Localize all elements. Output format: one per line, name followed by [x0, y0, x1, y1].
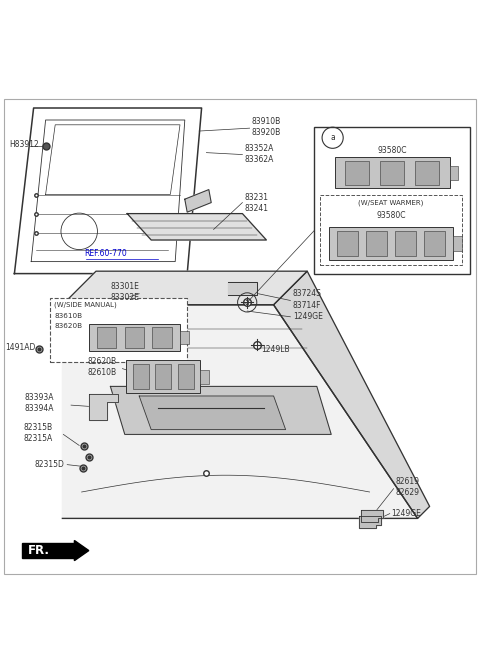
Bar [180, 331, 189, 343]
Polygon shape [74, 540, 89, 560]
Text: 83231
83241: 83231 83241 [245, 192, 269, 212]
Polygon shape [62, 271, 307, 305]
Text: 82315D: 82315D [35, 460, 64, 469]
Text: 1249GE: 1249GE [293, 312, 323, 321]
Text: 82315B
82315A: 82315B 82315A [24, 423, 53, 443]
Bar [395, 230, 416, 256]
Polygon shape [139, 396, 286, 429]
Polygon shape [228, 282, 257, 295]
Bar [380, 161, 405, 185]
Polygon shape [22, 544, 74, 558]
Text: a: a [330, 133, 335, 142]
Bar [133, 364, 148, 389]
Text: 83393A
83394A: 83393A 83394A [25, 393, 54, 413]
Text: 82619
82629: 82619 82629 [396, 477, 420, 497]
Polygon shape [62, 305, 418, 518]
Text: (W/SEAT WARMER): (W/SEAT WARMER) [358, 199, 424, 206]
Text: 83910B
83920B: 83910B 83920B [252, 117, 281, 137]
Bar [453, 236, 462, 251]
Bar [424, 230, 445, 256]
Text: a: a [245, 298, 250, 307]
Text: FR.: FR. [28, 544, 50, 557]
Bar [97, 327, 117, 348]
Polygon shape [185, 190, 211, 212]
Bar [336, 230, 358, 256]
Text: 83724S
83714F: 83724S 83714F [293, 290, 322, 310]
Text: 1249LB: 1249LB [262, 345, 290, 354]
Text: (W/SIDE MANUAL): (W/SIDE MANUAL) [54, 302, 117, 308]
Text: 83301E
83302E: 83301E 83302E [110, 282, 139, 302]
Polygon shape [127, 214, 266, 240]
Text: REF.60-770: REF.60-770 [84, 249, 127, 258]
Bar [335, 157, 450, 188]
Polygon shape [89, 394, 118, 421]
Text: 83620B: 83620B [54, 323, 83, 329]
Bar [345, 161, 370, 185]
Bar [156, 364, 171, 389]
Text: H83912: H83912 [10, 140, 39, 149]
Bar [126, 360, 200, 393]
Text: 83610B: 83610B [54, 313, 83, 319]
Bar [314, 127, 470, 274]
Bar [320, 196, 462, 265]
Text: 83352A
83362A: 83352A 83362A [245, 144, 274, 164]
Bar [125, 327, 144, 348]
Bar [178, 364, 193, 389]
Text: 82620B
82610B: 82620B 82610B [87, 357, 117, 377]
Text: 93580C: 93580C [376, 211, 406, 220]
Bar [152, 327, 172, 348]
Bar [366, 230, 387, 256]
Polygon shape [359, 516, 381, 528]
Bar [89, 323, 180, 351]
Bar [200, 370, 209, 384]
Polygon shape [361, 510, 383, 522]
Text: 1491AD: 1491AD [5, 343, 35, 351]
Polygon shape [274, 271, 430, 518]
Text: 93580C: 93580C [377, 146, 407, 155]
Text: 1249GE: 1249GE [392, 509, 421, 518]
Bar [328, 226, 453, 260]
Bar [50, 298, 187, 362]
Polygon shape [110, 386, 331, 434]
Bar [450, 166, 458, 179]
Bar [415, 161, 439, 185]
